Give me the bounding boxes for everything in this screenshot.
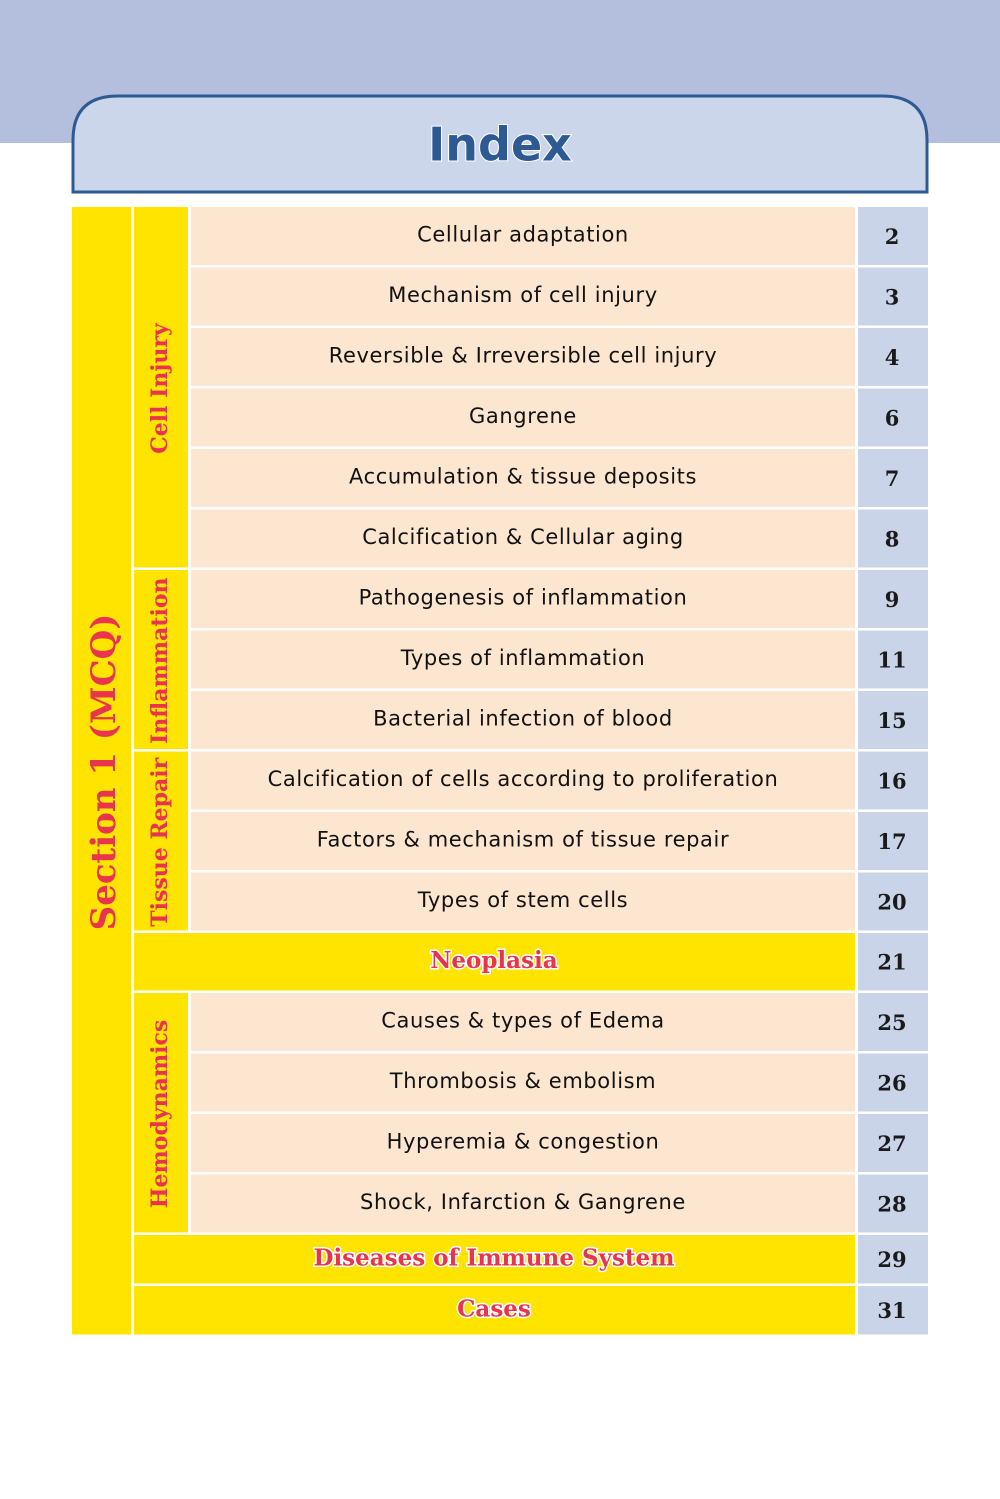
topic: Calcification & Cellular aging xyxy=(362,525,684,549)
page-number: 15 xyxy=(877,708,906,733)
group-label: Inflammation xyxy=(147,577,173,744)
page-number: 29 xyxy=(877,1247,906,1272)
topic: Types of inflammation xyxy=(400,646,646,670)
topic-cell xyxy=(191,691,855,749)
group-cell xyxy=(134,570,188,749)
page-cell xyxy=(858,751,928,810)
topic-cell xyxy=(191,1114,855,1172)
page-cell xyxy=(858,1114,928,1172)
page-cell xyxy=(858,509,928,568)
page-cell xyxy=(858,1286,928,1335)
topic-cell xyxy=(191,872,855,931)
topic: Cellular adaptation xyxy=(417,222,629,246)
page-cell xyxy=(858,1174,928,1233)
page-cell xyxy=(858,993,928,1051)
topic-cell xyxy=(191,449,855,507)
group-label: Tissue Repair xyxy=(147,757,173,926)
heading: Neoplasia xyxy=(430,947,557,974)
page-number: 9 xyxy=(885,587,900,612)
topic: Hyperemia & congestion xyxy=(387,1129,660,1153)
topic-cell xyxy=(191,267,855,326)
topic: Reversible & Irreversible cell injury xyxy=(329,343,718,367)
topic: Thrombosis & embolism xyxy=(389,1069,656,1093)
page-cell xyxy=(858,570,928,628)
page-cell xyxy=(858,630,928,689)
page-number: 2 xyxy=(885,224,900,249)
topic-cell xyxy=(191,812,855,870)
topic-cell xyxy=(191,328,855,386)
page-cell xyxy=(858,691,928,749)
heading-cell xyxy=(134,1235,855,1284)
page-number: 26 xyxy=(877,1070,906,1095)
page-number: 4 xyxy=(885,345,900,370)
topic-cell xyxy=(191,509,855,568)
topic-cell xyxy=(191,1053,855,1112)
topic-cell xyxy=(191,1174,855,1233)
page-number: 11 xyxy=(877,647,906,672)
page-cell xyxy=(858,1053,928,1112)
topic: Mechanism of cell injury xyxy=(388,283,657,307)
heading-cell xyxy=(134,933,855,991)
title-tab xyxy=(71,94,929,194)
page-number: 25 xyxy=(877,1010,906,1035)
topic: Pathogenesis of inflammation xyxy=(359,585,688,609)
topic: Calcification of cells according to prol… xyxy=(268,767,779,791)
group-label: Cell Injury xyxy=(147,322,173,454)
page-number: 3 xyxy=(885,284,900,309)
page-cell xyxy=(858,812,928,870)
title: Index xyxy=(428,118,572,172)
page-number: 17 xyxy=(877,829,906,854)
page-number: 28 xyxy=(877,1191,906,1216)
group-cell xyxy=(134,993,188,1233)
page-number: 8 xyxy=(885,526,900,551)
section-label: Section 1 (MCQ) xyxy=(84,614,124,931)
page-number: 6 xyxy=(885,405,900,430)
page-cell xyxy=(858,933,928,991)
page-number: 27 xyxy=(877,1131,906,1156)
topic-cell xyxy=(191,993,855,1051)
page-cell xyxy=(858,449,928,507)
topic: Factors & mechanism of tissue repair xyxy=(317,827,729,851)
page-number: 16 xyxy=(877,768,906,793)
page-number: 21 xyxy=(877,950,906,975)
page-cell xyxy=(858,267,928,326)
topic: Accumulation & tissue deposits xyxy=(349,464,697,488)
heading: Cases xyxy=(457,1296,531,1323)
topic: Bacterial infection of blood xyxy=(373,706,673,730)
page-number: 20 xyxy=(877,889,906,914)
topic-cell xyxy=(191,207,855,265)
section-cell xyxy=(72,207,131,1335)
topic-cell xyxy=(191,388,855,447)
group-cell xyxy=(134,207,188,568)
page-cell xyxy=(858,872,928,931)
topic-cell xyxy=(191,630,855,689)
page-number: 31 xyxy=(877,1298,906,1323)
topic: Gangrene xyxy=(469,404,577,428)
topic-cell xyxy=(191,570,855,628)
heading-cell xyxy=(134,1286,855,1335)
page-number: 7 xyxy=(885,466,900,491)
page-cell xyxy=(858,207,928,265)
topic-cell xyxy=(191,751,855,810)
topic: Types of stem cells xyxy=(417,888,628,912)
heading: Diseases of Immune System xyxy=(314,1245,675,1272)
topic: Causes & types of Edema xyxy=(381,1008,664,1032)
group-label: Hemodynamics xyxy=(147,1020,173,1209)
page-cell xyxy=(858,1235,928,1284)
page-cell xyxy=(858,328,928,386)
group-cell xyxy=(134,751,188,931)
page-cell xyxy=(858,388,928,447)
topic: Shock, Infarction & Gangrene xyxy=(360,1190,686,1214)
